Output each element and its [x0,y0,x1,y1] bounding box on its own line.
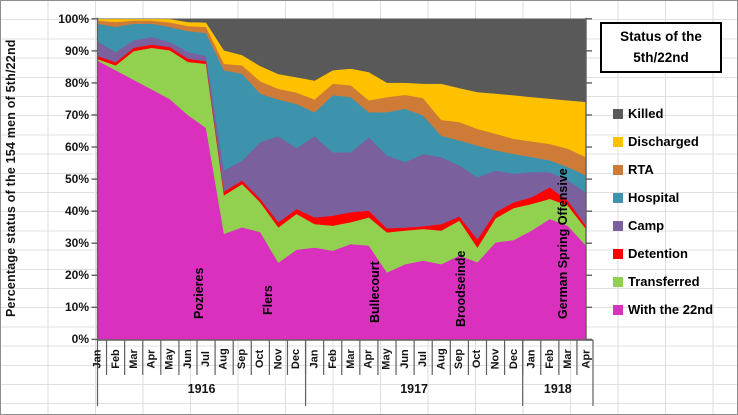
annotation-pozieres: Pozieres [192,267,207,319]
ytick-label: 70% [64,107,89,122]
legend-item-with-the-22nd: With the 22nd [613,302,713,318]
month-label: Nov [272,348,285,369]
annotation-flers: Flers [260,285,275,315]
ytick-label: 0% [71,332,89,347]
chart-title-text: Status of the 5th/22nd [620,29,702,65]
ytick-label: 90% [64,43,89,58]
legend-item-discharged: Discharged [613,134,699,150]
legend-item-transferred: Transferred [613,274,700,290]
ytick-label: 20% [64,268,89,283]
legend-label: Transferred [628,274,700,289]
legend-label: Discharged [628,134,699,149]
ytick-label: 100% [58,11,89,26]
legend-swatch-icon [613,137,623,147]
ytick-label: 60% [64,140,89,155]
legend-item-camp: Camp [613,218,664,234]
y-axis-title: Percentage status of the 154 men of 5th/… [4,39,18,317]
year-label: 1917 [400,382,429,396]
month-label: Oct [471,349,484,368]
legend-item-detention: Detention [613,246,688,262]
chart-title-box: Status of the 5th/22nd [600,22,722,73]
month-label: Feb [326,348,339,369]
legend-swatch-icon [613,277,623,287]
month-label: Apr [145,349,158,368]
legend-swatch-icon [613,165,623,175]
month-label: Apr [579,349,592,368]
month-label: Mar [561,348,574,369]
month-label: Mar [344,348,357,369]
legend-swatch-icon [613,249,623,259]
legend-label: Detention [628,246,688,261]
month-label: Sep [453,348,466,369]
month-label: Jan [525,349,538,368]
month-label: May [380,347,393,370]
month-label: Aug [218,347,231,370]
ytick-label: 10% [64,300,89,315]
legend-label: Camp [628,218,665,233]
legend-item-hospital: Hospital [613,190,679,206]
legend-swatch-icon [613,221,623,231]
legend-label: Hospital [628,190,680,205]
legend-item-rta: RTA [613,162,654,178]
annotation-broodseinde: Broodseinde [454,250,469,327]
year-label: 1916 [187,382,216,396]
month-label: Aug [435,347,448,370]
month-label: Nov [489,348,502,369]
ytick-label: 80% [64,75,89,90]
month-label: Dec [290,348,303,369]
month-label: Jun [399,348,412,369]
month-label: May [163,347,176,370]
month-label: Dec [507,348,520,369]
month-label: Jan [91,349,104,368]
month-label: Oct [254,349,267,368]
legend-label: Killed [628,106,664,121]
legend-label: With the 22nd [628,302,714,317]
ytick-label: 40% [64,204,89,219]
annotation-bullecourt: Bullecourt [367,261,382,323]
legend-swatch-icon [613,109,623,119]
month-label: Apr [362,349,375,368]
month-label: Mar [127,348,140,369]
legend-label: RTA [628,162,654,177]
month-label: Jul [200,350,213,367]
year-label: 1918 [543,382,572,396]
month-label: Feb [109,348,122,369]
month-label: Jul [417,350,430,367]
legend-swatch-icon [613,193,623,203]
month-label: Jan [308,349,321,368]
annotation-german-spring-offensive: German Spring Offensive [555,168,570,319]
legend-swatch-icon [613,305,623,315]
month-label: Feb [543,348,556,369]
legend-item-killed: Killed [613,106,663,122]
ytick-label: 30% [64,236,89,251]
month-label: Jun [181,348,194,369]
month-label: Sep [236,348,249,369]
ytick-label: 50% [64,172,89,187]
